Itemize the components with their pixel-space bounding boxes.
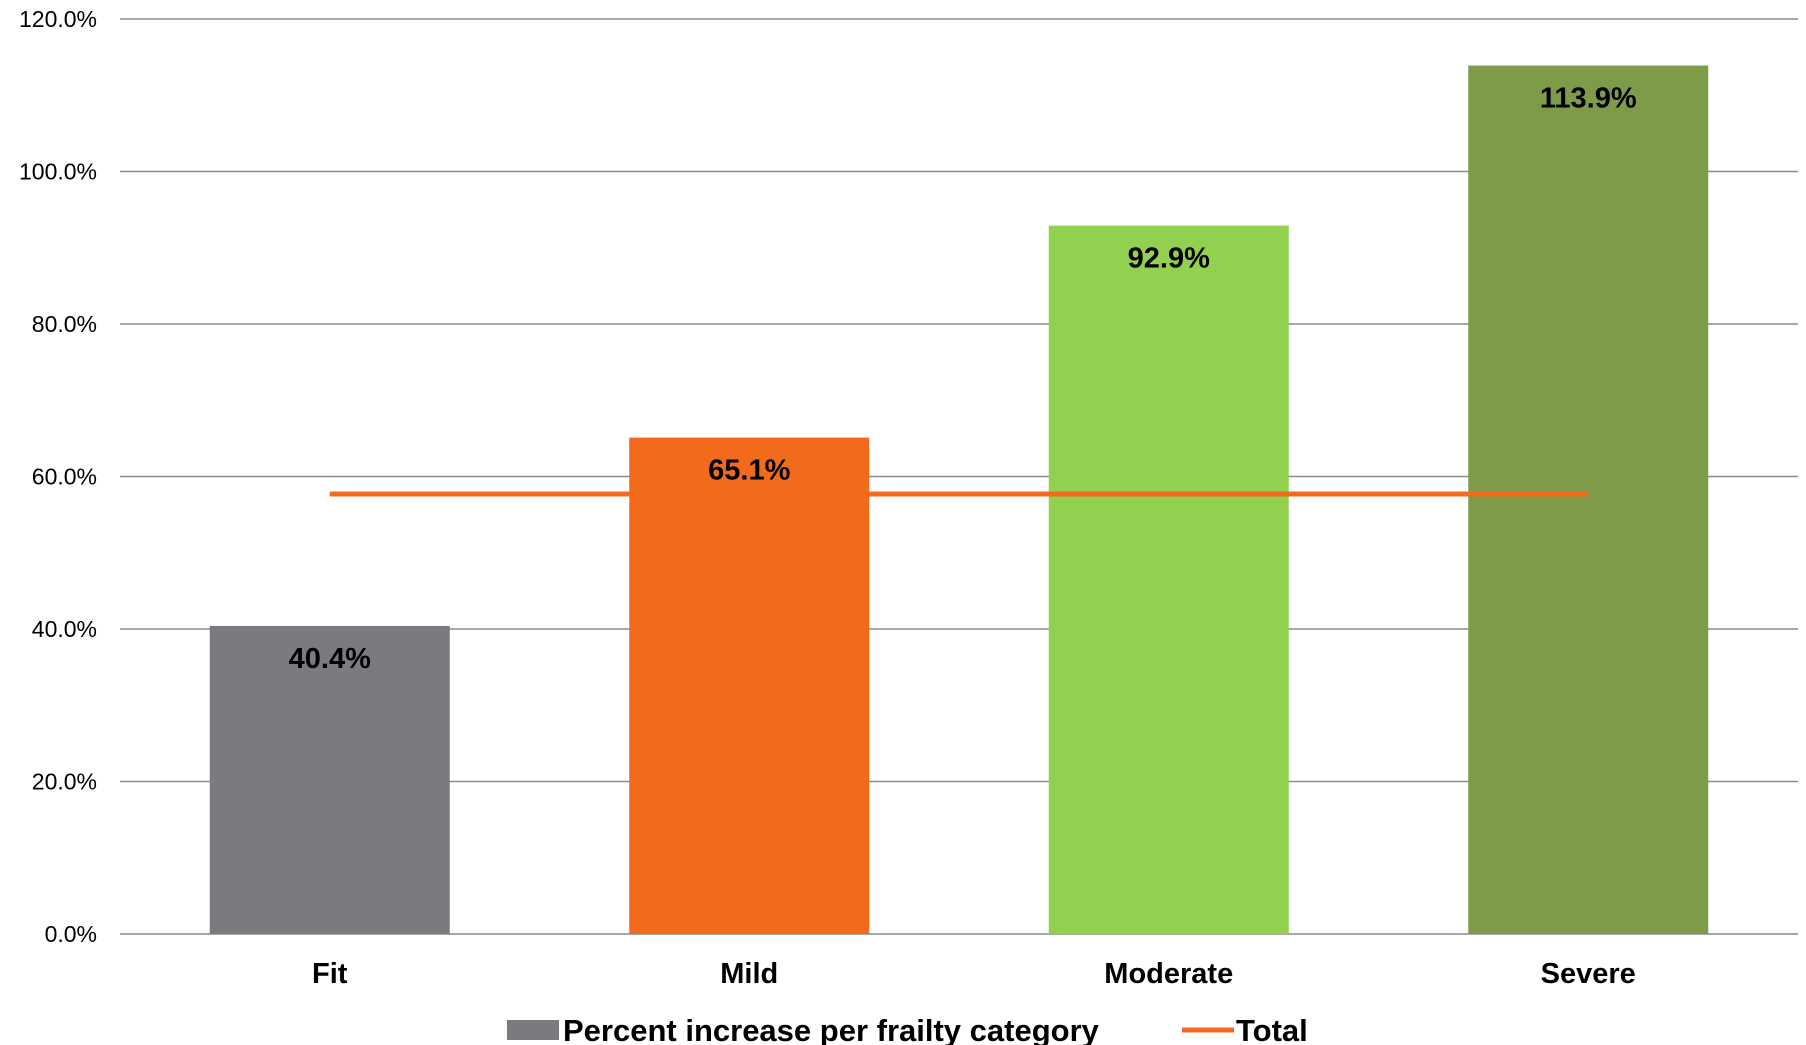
y-tick-label: 40.0% (32, 616, 97, 642)
data-label: 113.9% (1540, 83, 1637, 115)
data-label: 92.9% (1128, 243, 1210, 275)
y-tick-label: 80.0% (32, 311, 97, 337)
x-tick-label: Mild (720, 958, 778, 990)
y-tick-label: 0.0% (45, 921, 97, 947)
y-tick-label: 120.0% (19, 6, 97, 32)
x-axis-ticks: Fit Mild Moderate Severe (312, 958, 1636, 990)
x-tick-label: Severe (1541, 958, 1636, 990)
legend-swatch-bars (507, 1020, 559, 1040)
legend: Percent increase per frailty category To… (507, 1013, 1308, 1045)
legend-label-total: Total (1236, 1013, 1308, 1045)
y-tick-label: 60.0% (32, 464, 97, 490)
bars (209, 65, 1709, 934)
data-label: 40.4% (289, 643, 371, 675)
bar-severe (1468, 65, 1709, 934)
x-tick-label: Moderate (1104, 958, 1233, 990)
bar-mild (629, 437, 870, 934)
legend-label-bars: Percent increase per frailty category (563, 1013, 1100, 1045)
bar-moderate (1048, 225, 1289, 934)
x-tick-label: Fit (312, 958, 348, 990)
data-label: 65.1% (708, 455, 790, 487)
y-tick-label: 20.0% (32, 769, 97, 795)
y-axis-ticks: 0.0% 20.0% 40.0% 60.0% 80.0% 100.0% 120.0% (19, 6, 97, 947)
data-labels: 40.4% 65.1% 92.9% 113.9% (289, 83, 1637, 675)
bar-fit (209, 625, 450, 934)
y-tick-label: 100.0% (19, 159, 97, 185)
